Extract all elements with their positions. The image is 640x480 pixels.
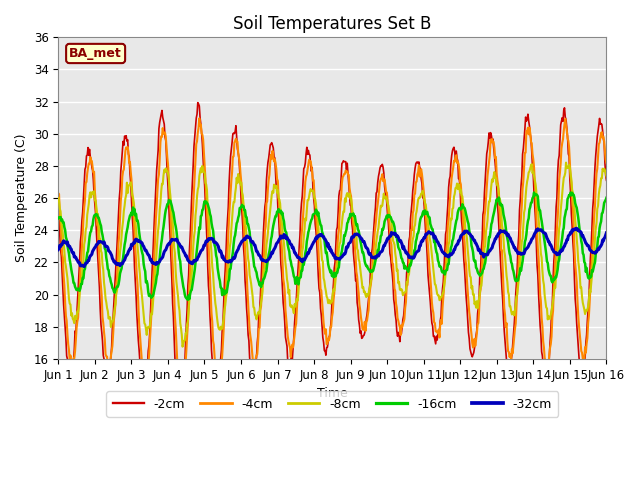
Legend: -2cm, -4cm, -8cm, -16cm, -32cm: -2cm, -4cm, -8cm, -16cm, -32cm (106, 392, 559, 417)
X-axis label: Time: Time (317, 387, 348, 400)
Y-axis label: Soil Temperature (C): Soil Temperature (C) (15, 134, 28, 263)
Text: BA_met: BA_met (69, 47, 122, 60)
Title: Soil Temperatures Set B: Soil Temperatures Set B (233, 15, 431, 33)
